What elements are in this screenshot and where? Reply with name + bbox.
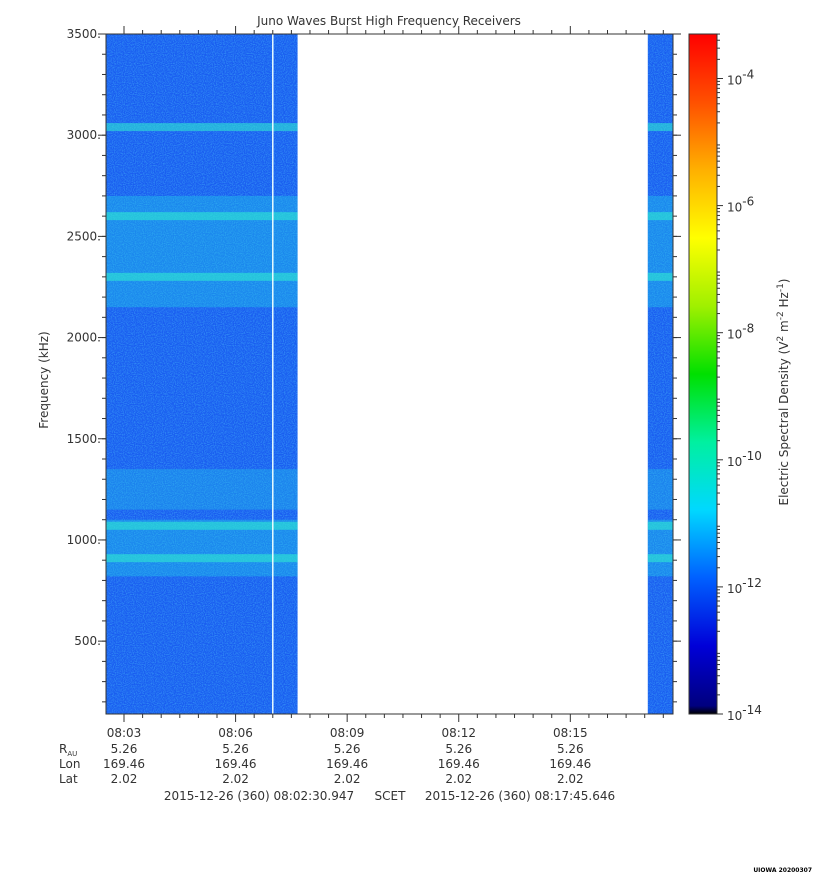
x-tick-label: 08:03 xyxy=(107,726,142,740)
ephemeris-value: 169.46 xyxy=(326,757,368,771)
ephemeris-value: 2.02 xyxy=(445,772,472,786)
y-tick-label: 1500. xyxy=(67,432,101,446)
colorbar-tick-label: 10-4 xyxy=(727,67,754,87)
data-segment-1 xyxy=(106,34,298,714)
emission-band xyxy=(647,554,673,563)
colorbar-tick-label: 10-14 xyxy=(727,703,762,723)
colorbar-label: Electric Spectral Density (V2 m-2 Hz-1) xyxy=(776,278,791,505)
chart-title: Juno Waves Burst High Frequency Receiver… xyxy=(256,14,521,28)
colorbar-axis: 10-4 10-6 10-8 10-10 10-12 10-14 xyxy=(717,33,762,723)
ephemeris-value: 5.26 xyxy=(445,742,472,756)
ephemeris-value: 2.02 xyxy=(222,772,249,786)
time-range-scet: SCET xyxy=(375,789,407,803)
colorbar-tick-label: 10-8 xyxy=(727,322,754,342)
emission-band xyxy=(106,123,298,132)
x-tick-label: 08:06 xyxy=(218,726,253,740)
emission-band xyxy=(106,554,298,563)
ephemeris-value: 169.46 xyxy=(103,757,145,771)
ephemeris-table: RAU 5.26 5.26 5.26 5.26 5.26 Lon 169.46 169.46 16… xyxy=(59,742,591,786)
y-tick-label: 1000. xyxy=(67,533,101,547)
y-tick-label: 2500. xyxy=(67,229,101,243)
colorbar-tick-label: 10-10 xyxy=(727,449,762,469)
spectrogram-plot xyxy=(105,33,674,715)
emission-band xyxy=(647,521,673,530)
ephemeris-row-label: RAU xyxy=(59,742,77,758)
ephemeris-value: 5.26 xyxy=(334,742,361,756)
colorbar-tick-label: 10-6 xyxy=(727,195,754,215)
ephemeris-value: 2.02 xyxy=(557,772,584,786)
y-axis-label: Frequency (kHz) xyxy=(37,331,51,428)
data-segment-2 xyxy=(647,34,673,714)
ephemeris-value: 2.02 xyxy=(111,772,138,786)
time-range-end: 2015-12-26 (360) 08:17:45.646 xyxy=(425,789,615,803)
x-axis: 08:03 08:06 08:09 08:12 08:15 xyxy=(107,26,664,740)
ephemeris-row-label: Lat xyxy=(59,772,78,786)
ephemeris-value: 2.02 xyxy=(334,772,361,786)
emission-band xyxy=(647,123,673,132)
ephemeris-row-label: Lon xyxy=(59,757,80,771)
ephemeris-value: 5.26 xyxy=(111,742,138,756)
plot-frame xyxy=(105,33,674,715)
y-tick-label: 3500. xyxy=(67,27,101,41)
x-tick-label: 08:12 xyxy=(441,726,476,740)
emission-band xyxy=(106,212,298,221)
ephemeris-value: 169.46 xyxy=(438,757,480,771)
ephemeris-value: 169.46 xyxy=(215,757,257,771)
y-tick-label: 2000. xyxy=(67,331,101,345)
y-axis: 500. 1000. 1500. 2000. 2500. 3000. 3500. xyxy=(67,27,681,703)
ephemeris-value: 5.26 xyxy=(222,742,249,756)
emission-band xyxy=(647,272,673,281)
emission-band xyxy=(647,212,673,221)
footer-stamp: UIOWA 20200307 xyxy=(753,867,812,874)
x-tick-label: 08:15 xyxy=(553,726,588,740)
y-tick-label: 3000. xyxy=(67,128,101,142)
emission-band xyxy=(106,272,298,281)
y-tick-label: 500. xyxy=(74,634,101,648)
x-tick-label: 08:09 xyxy=(330,726,365,740)
ephemeris-value: 5.26 xyxy=(557,742,584,756)
time-range-start: 2015-12-26 (360) 08:02:30.947 xyxy=(164,789,354,803)
ephemeris-value: 169.46 xyxy=(549,757,591,771)
colorbar xyxy=(688,33,718,715)
colorbar-tick-label: 10-12 xyxy=(727,576,762,596)
emission-band xyxy=(106,521,298,530)
